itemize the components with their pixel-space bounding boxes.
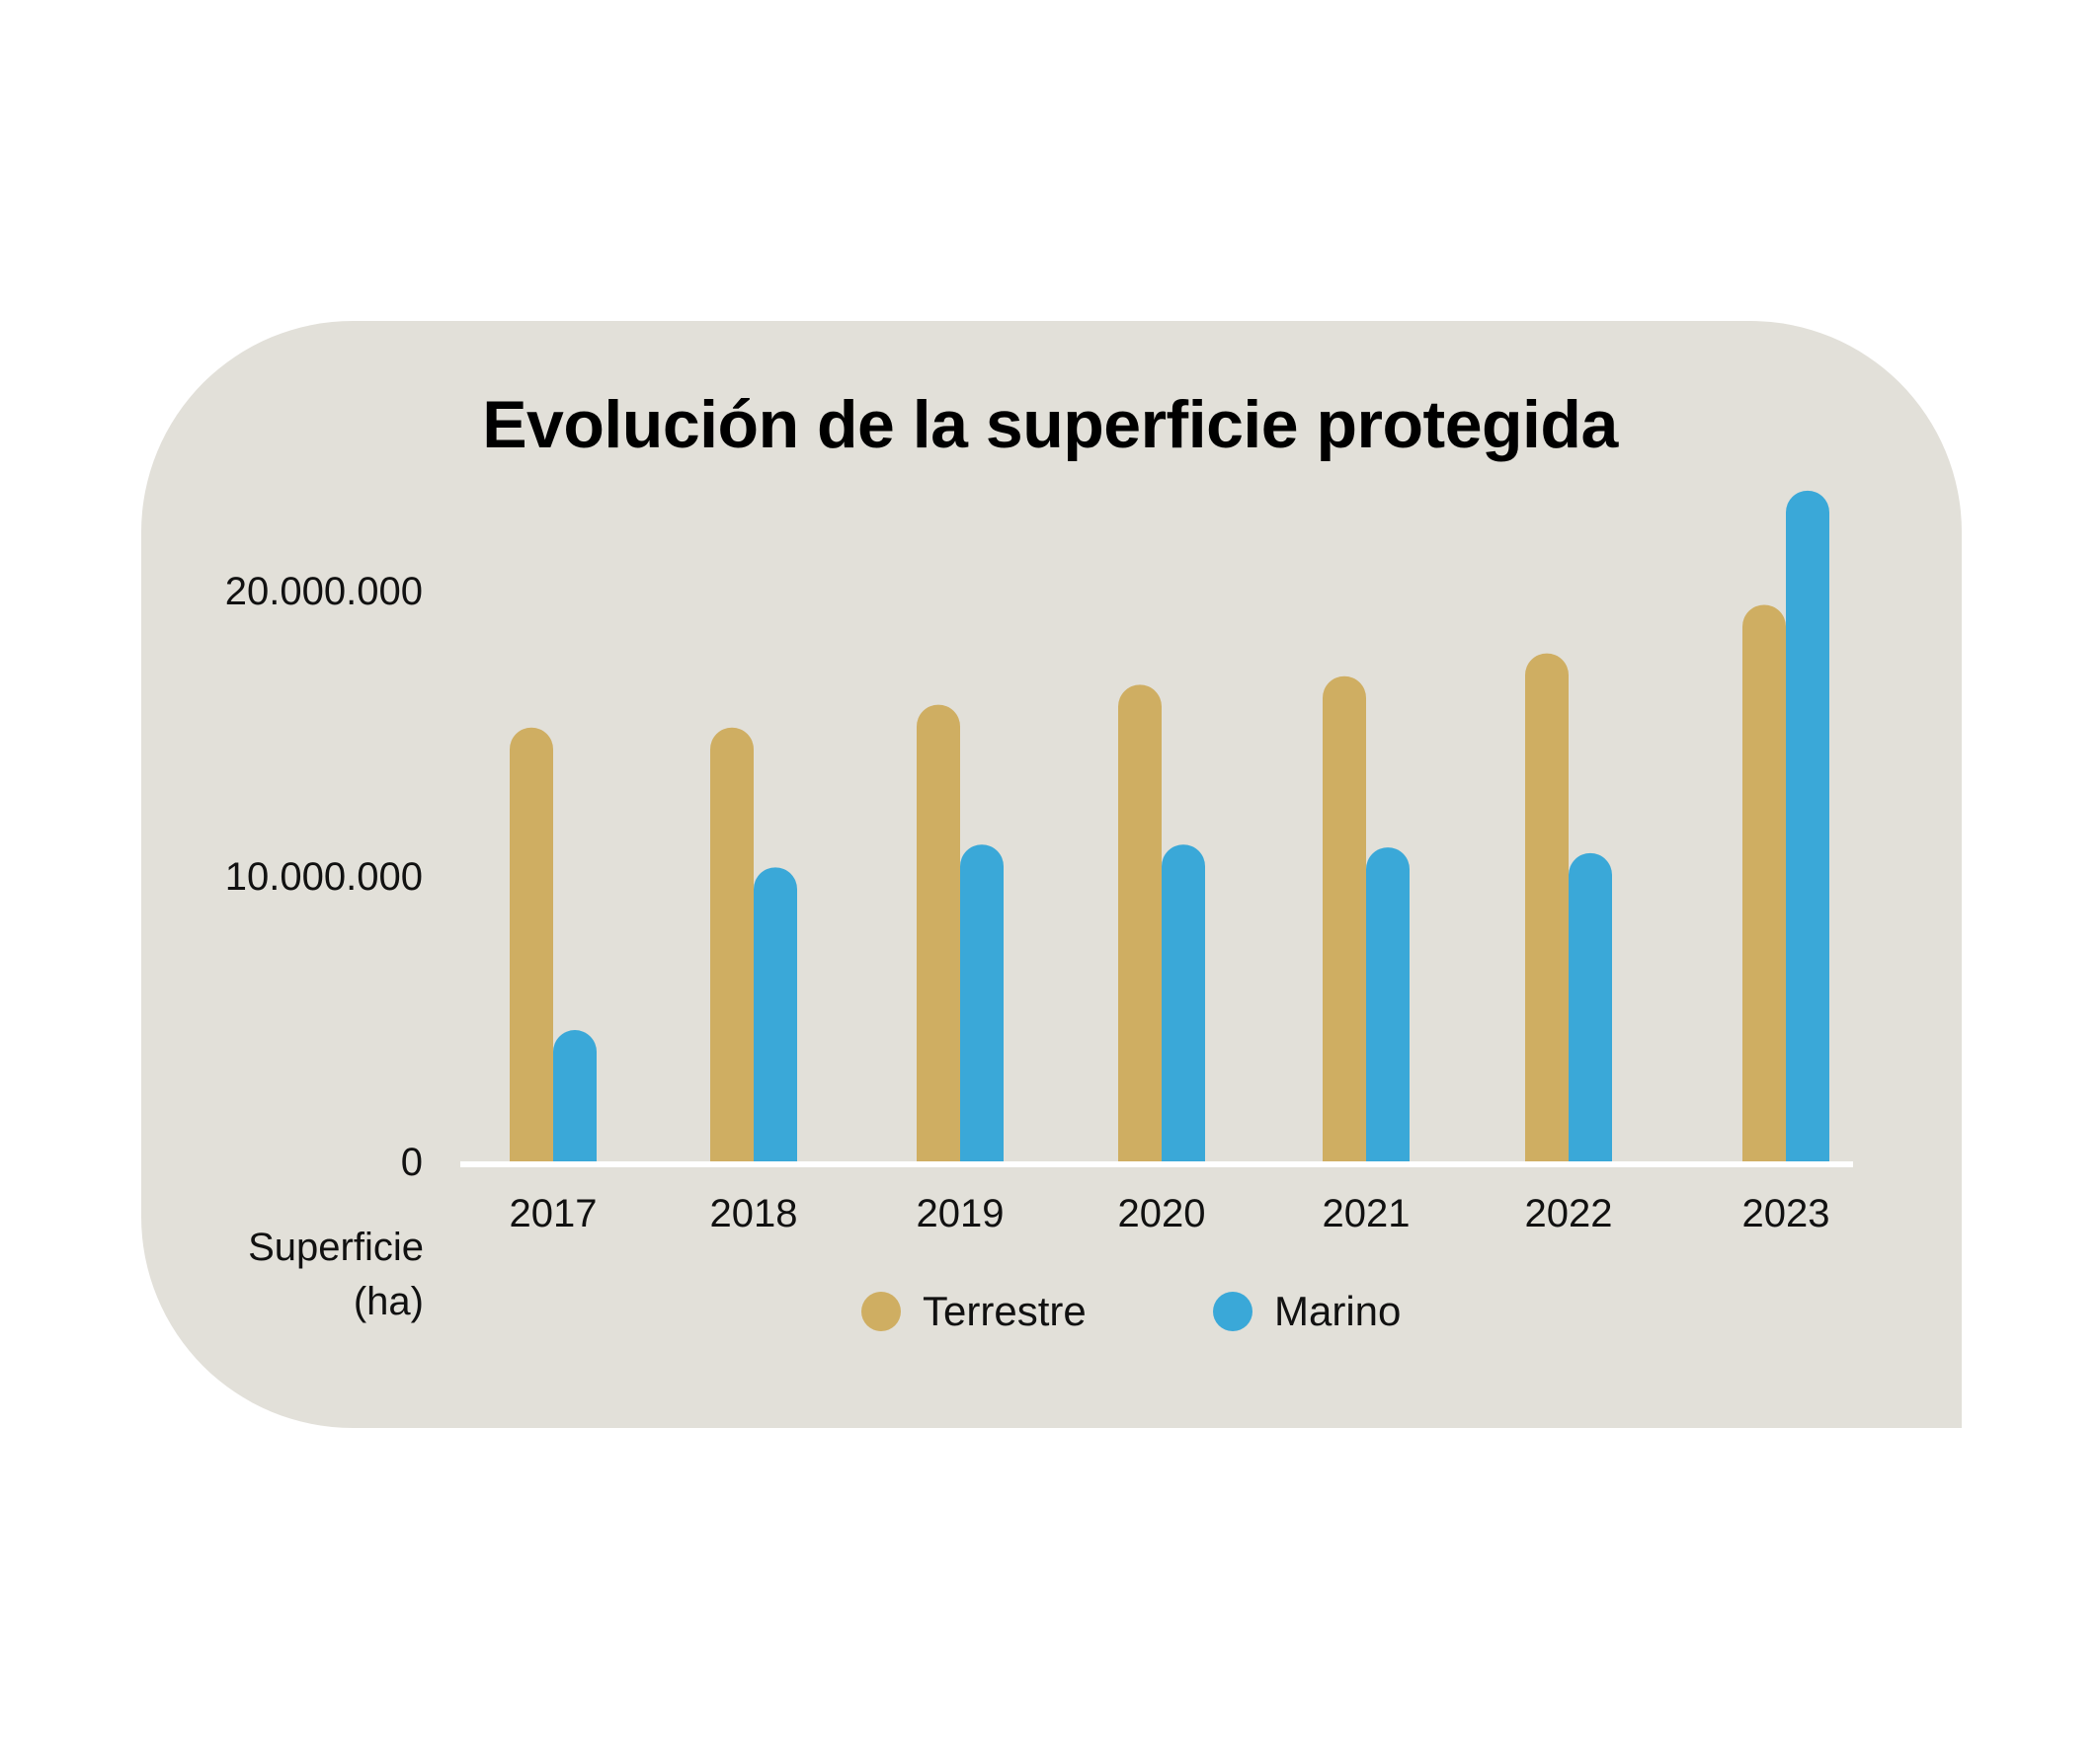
bar-marino-2018 (754, 867, 797, 1161)
bar-marino-2021 (1366, 847, 1410, 1161)
y-axis-unit-label: Superficie (ha) (127, 1221, 424, 1329)
y-axis-unit-line-1: Superficie (248, 1226, 424, 1269)
bar-marino-2020 (1162, 844, 1205, 1161)
bar-base-marino-2022 (1569, 1132, 1612, 1161)
bar-base-marino-2020 (1162, 1132, 1205, 1161)
x-axis-ticks: 2017 2018 2019 2020 2021 2022 2023 (510, 1192, 1830, 1235)
x-tick-label-2019: 2019 (917, 1192, 1005, 1235)
legend-label-terrestre: Terrestre (923, 1288, 1087, 1334)
x-tick-label-2018: 2018 (710, 1192, 798, 1235)
chart-card (141, 321, 1962, 1428)
x-tick-label-2022: 2022 (1525, 1192, 1613, 1235)
bar-base-terrestre-2021 (1323, 1132, 1366, 1161)
bar-base-terrestre-2019 (917, 1132, 960, 1161)
y-tick-label: 20.000.000 (225, 570, 423, 613)
bar-base-marino-2017 (553, 1132, 597, 1161)
bar-marino-2017 (553, 1030, 597, 1161)
bar-base-marino-2019 (960, 1132, 1004, 1161)
legend-item-terrestre: Terrestre (861, 1284, 1087, 1339)
legend-item-marino: Marino (1213, 1284, 1401, 1339)
x-tick-label-2017: 2017 (510, 1192, 598, 1235)
y-tick-label: 10.000.000 (225, 855, 423, 899)
y-axis-ticks: 0 10.000.000 20.000.000 (225, 570, 423, 1184)
bar-terrestre-2021 (1323, 675, 1366, 1161)
legend: Terrestre Marino (0, 1284, 2100, 1339)
bars-group (510, 490, 1829, 1162)
bar-terrestre-2019 (917, 704, 960, 1161)
y-tick-label: 0 (401, 1141, 423, 1184)
bar-base-marino-2023 (1786, 1132, 1829, 1161)
bar-marino-2019 (960, 844, 1004, 1161)
bar-terrestre-2022 (1525, 653, 1569, 1161)
bar-base-marino-2018 (754, 1132, 797, 1161)
bar-terrestre-2023 (1742, 604, 1786, 1161)
y-axis-unit-line-2: (ha) (353, 1280, 424, 1323)
bar-base-terrestre-2020 (1118, 1132, 1162, 1161)
x-tick-label-2020: 2020 (1118, 1192, 1206, 1235)
bar-terrestre-2018 (710, 727, 754, 1161)
bar-base-terrestre-2023 (1742, 1132, 1786, 1161)
legend-swatch-marino (1213, 1292, 1252, 1331)
bar-marino-2023 (1786, 490, 1829, 1162)
bar-base-terrestre-2017 (510, 1132, 553, 1161)
legend-swatch-terrestre (861, 1292, 901, 1331)
bar-terrestre-2020 (1118, 684, 1162, 1161)
x-tick-label-2021: 2021 (1323, 1192, 1411, 1235)
bar-terrestre-2017 (510, 727, 553, 1161)
bar-marino-2022 (1569, 852, 1612, 1161)
bar-base-terrestre-2022 (1525, 1132, 1569, 1161)
x-tick-label-2023: 2023 (1742, 1192, 1830, 1235)
bar-base-terrestre-2018 (710, 1132, 754, 1161)
chart-title: Evolución de la superficie protegida (482, 387, 1618, 462)
legend-label-marino: Marino (1274, 1288, 1402, 1334)
bar-base-marino-2021 (1366, 1132, 1410, 1161)
